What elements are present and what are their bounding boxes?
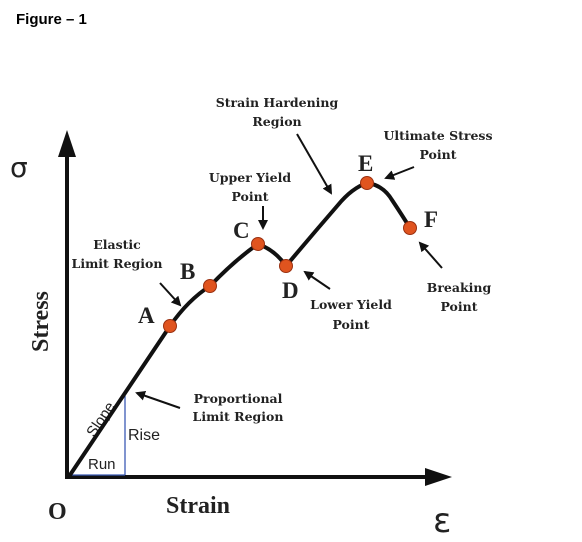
point-b-letter: B	[180, 259, 195, 284]
point-f-letter: F	[424, 207, 438, 232]
point-a	[164, 320, 177, 333]
point-f	[404, 222, 417, 235]
slope-label: Slope	[83, 399, 119, 440]
ultimate-arrow	[386, 167, 414, 178]
point-e	[361, 177, 374, 190]
lower-yield-arrow	[305, 272, 330, 289]
breaking-point-label: Breaking Point	[427, 280, 492, 314]
strain-hardening-label-line1: Strain Hardening	[216, 95, 339, 110]
lower-yield-label-line2: Point	[332, 317, 369, 332]
point-e-letter: E	[358, 151, 373, 176]
x-axis-symbol: ε	[433, 501, 451, 541]
y-axis-label: Stress	[28, 291, 54, 352]
y-axis-symbol: σ	[10, 151, 28, 184]
elastic-arrow	[160, 283, 180, 305]
proportional-limit-label: Proportional Limit Region	[193, 391, 284, 424]
lower-yield-label: Lower Yield Point	[310, 297, 392, 332]
run-label: Run	[88, 456, 116, 473]
point-c-letter: C	[233, 218, 250, 243]
elastic-label-line2: Limit Region	[72, 256, 163, 271]
rise-label: Rise	[128, 427, 160, 444]
upper-yield-label: Upper Yield Point	[209, 170, 291, 204]
origin-label: O	[48, 499, 67, 525]
upper-yield-label-line2: Point	[231, 189, 268, 204]
point-a-letter: A	[138, 303, 155, 328]
x-axis-label: Strain	[166, 493, 230, 519]
point-c	[252, 238, 265, 251]
ultimate-label-line2: Point	[419, 147, 456, 162]
elastic-limit-label: Elastic Limit Region	[72, 237, 163, 271]
point-b	[204, 280, 217, 293]
lower-yield-label-line1: Lower Yield	[310, 297, 392, 312]
ultimate-label-line1: Ultimate Stress	[384, 128, 493, 143]
strain-hardening-label-line2: Region	[252, 114, 301, 129]
strain-hardening-arrow	[297, 134, 331, 193]
point-d	[280, 260, 293, 273]
breaking-label-line2: Point	[440, 299, 477, 314]
proportional-arrow	[137, 393, 180, 408]
upper-yield-label-line1: Upper Yield	[209, 170, 291, 185]
ultimate-stress-label: Ultimate Stress Point	[384, 128, 493, 162]
figure-caption: Figure – 1	[16, 11, 87, 28]
point-d-letter: D	[282, 278, 299, 303]
breaking-label-line1: Breaking	[427, 280, 492, 295]
proportional-label-line1: Proportional	[194, 391, 283, 406]
proportional-label-line2: Limit Region	[193, 409, 284, 424]
breaking-arrow	[420, 243, 442, 268]
y-axis-arrowhead	[58, 130, 76, 157]
strain-hardening-label: Strain Hardening Region	[216, 95, 339, 129]
elastic-label-line1: Elastic	[93, 237, 141, 252]
x-axis-arrowhead	[425, 468, 452, 486]
